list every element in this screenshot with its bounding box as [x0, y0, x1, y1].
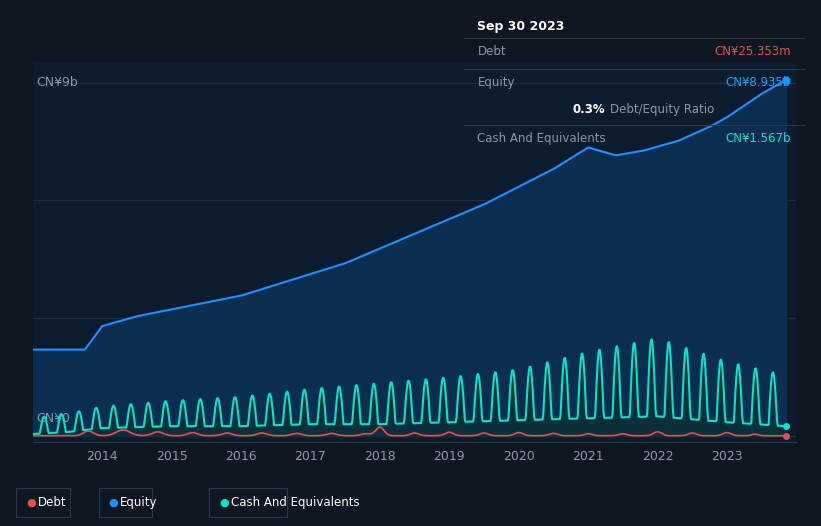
Text: Cash And Equivalents: Cash And Equivalents	[231, 497, 360, 509]
Text: Debt/Equity Ratio: Debt/Equity Ratio	[610, 103, 714, 116]
Text: Equity: Equity	[120, 497, 158, 509]
Text: CN¥1.567b: CN¥1.567b	[726, 132, 791, 145]
Text: ●: ●	[108, 498, 118, 508]
Text: CN¥25.353m: CN¥25.353m	[714, 45, 791, 58]
Text: Cash And Equivalents: Cash And Equivalents	[478, 132, 606, 145]
Text: CN¥9b: CN¥9b	[37, 76, 79, 89]
Text: Debt: Debt	[38, 497, 67, 509]
Text: ●: ●	[219, 498, 229, 508]
Text: CN¥0: CN¥0	[37, 412, 71, 425]
Text: Sep 30 2023: Sep 30 2023	[478, 21, 565, 33]
Text: Equity: Equity	[478, 76, 515, 89]
Text: ●: ●	[26, 498, 36, 508]
Text: CN¥8.935b: CN¥8.935b	[726, 76, 791, 89]
Text: Debt: Debt	[478, 45, 506, 58]
Text: 0.3%: 0.3%	[573, 103, 606, 116]
